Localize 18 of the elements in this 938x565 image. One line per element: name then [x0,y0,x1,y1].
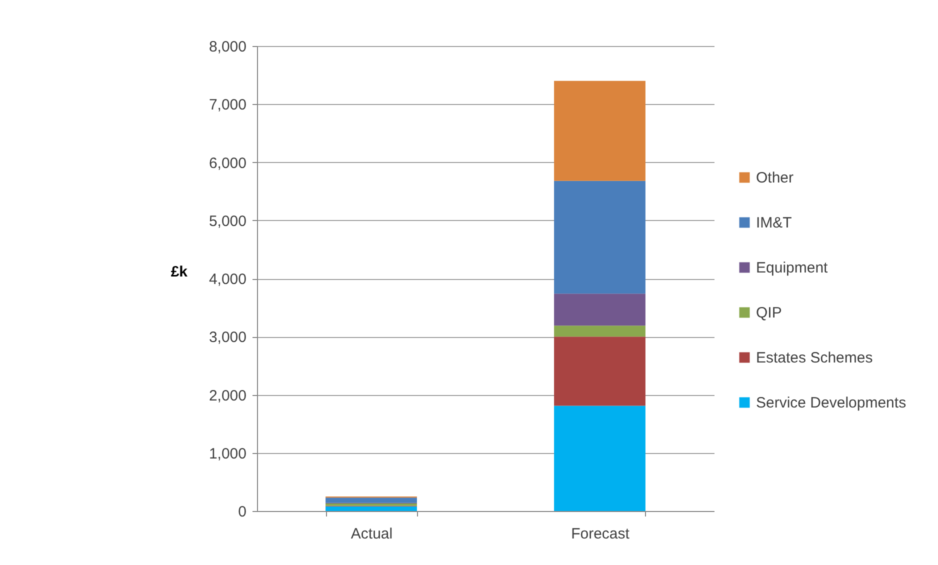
y-tick-label: 1,000 [208,445,246,462]
legend-label: IM&T [756,214,792,232]
y-tick-label: 8,000 [208,38,246,56]
y-tick-label: 2,000 [208,387,246,404]
x-tick-label: Forecast [571,526,630,542]
y-tick-label: 3,000 [208,329,246,346]
legend-label: Other [756,170,794,186]
y-tick-label: 4,000 [208,271,246,288]
legend-label: QIP [756,304,782,322]
x-tick-label: Actual [350,526,393,542]
y-tick-label: 0 [238,504,246,520]
y-tick-label: 7,000 [208,96,246,114]
legend-label: Equipment [756,260,829,276]
y-axis-title: £k [170,264,188,280]
legend-label: Estates Schemes [756,350,873,366]
y-tick-label: 5,000 [208,212,246,230]
legend-label: Service Developments [756,394,906,412]
y-tick-label: 6,000 [208,154,246,172]
